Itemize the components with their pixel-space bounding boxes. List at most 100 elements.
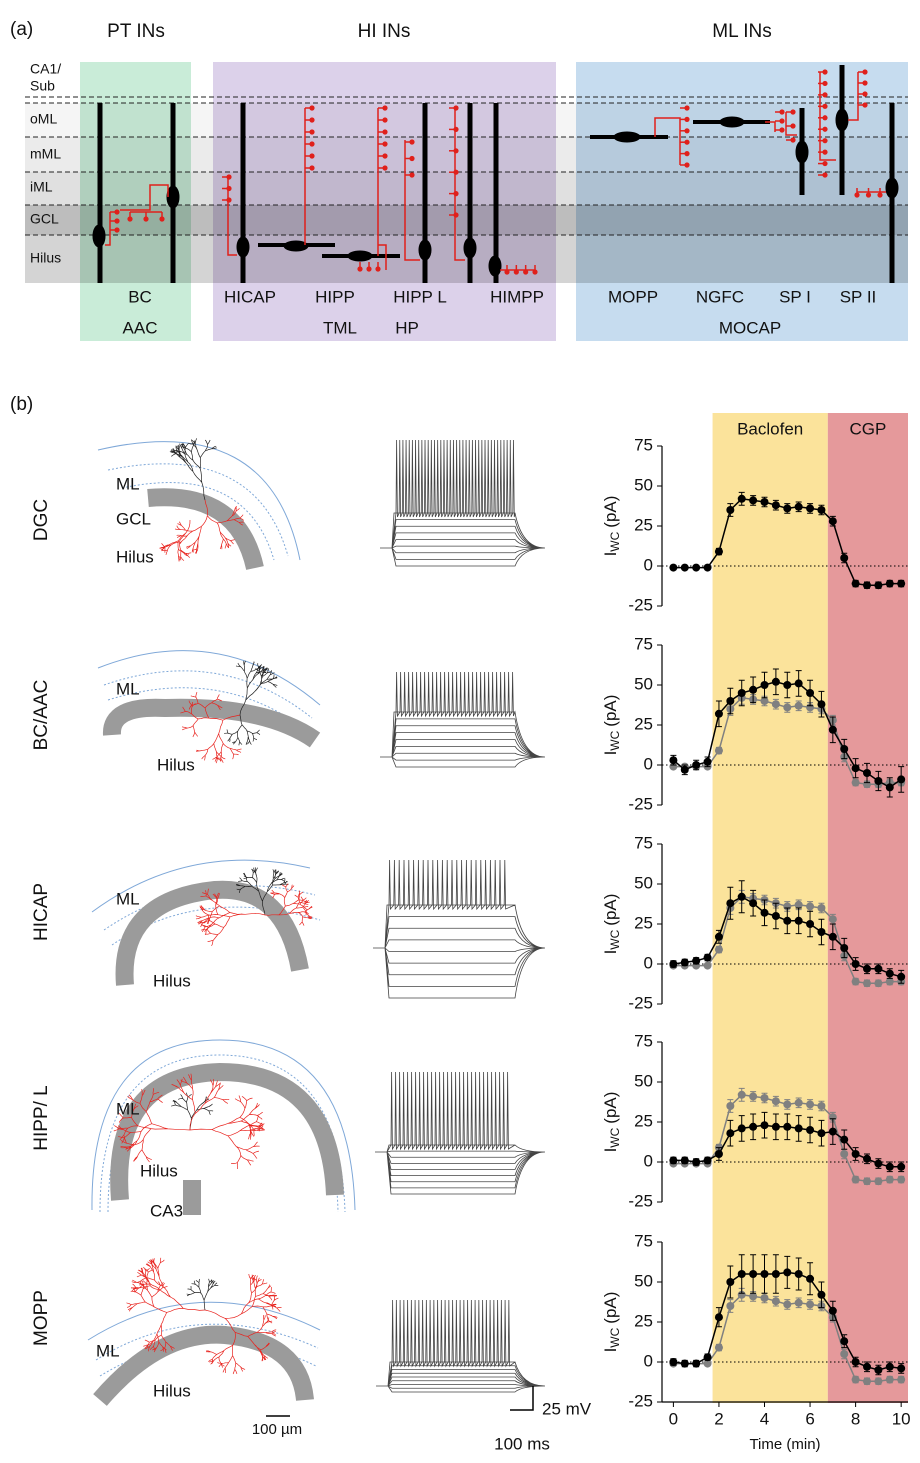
bouton	[382, 165, 387, 170]
data-point	[681, 766, 689, 774]
bouton	[309, 165, 314, 170]
data-point	[692, 957, 700, 965]
y-tick-label: 50	[634, 674, 653, 693]
bouton	[453, 170, 458, 175]
data-point	[692, 761, 700, 769]
region-label: CA3	[150, 1201, 183, 1220]
axon-tree	[205, 1274, 282, 1374]
panel-label: (a)	[10, 19, 33, 40]
layer-label: GCL	[30, 211, 59, 227]
row-label: HICAP	[31, 883, 52, 941]
y-tick-label: 75	[634, 833, 653, 852]
scale-label: 100 µm	[252, 1421, 302, 1438]
soma	[348, 251, 372, 261]
y-tick-label: 0	[644, 953, 653, 972]
data-point	[704, 962, 712, 970]
y-tick-label: 50	[634, 873, 653, 892]
bouton	[409, 172, 414, 177]
data-point	[897, 973, 905, 981]
y-label-subscript: WC	[608, 1127, 622, 1147]
granule-layer	[148, 497, 255, 568]
y-axis-label: IWC(pA)	[601, 894, 622, 955]
region-label: ML	[96, 1341, 120, 1360]
bouton	[684, 128, 689, 133]
data-point	[681, 564, 689, 572]
bouton	[504, 269, 509, 274]
data-point	[761, 1294, 769, 1302]
data-point	[692, 1158, 700, 1166]
data-point	[897, 580, 905, 588]
cell-name: TML	[323, 318, 357, 337]
bouton	[779, 118, 784, 123]
bouton	[453, 191, 458, 196]
data-point	[852, 1150, 860, 1158]
bouton	[866, 192, 871, 197]
data-point	[783, 1100, 791, 1108]
data-point	[795, 679, 803, 687]
bouton	[357, 266, 362, 271]
data-point	[829, 915, 837, 923]
bouton	[532, 269, 537, 274]
granule-layer	[112, 708, 315, 740]
y-tick-label: -25	[628, 1391, 653, 1410]
data-point	[863, 581, 871, 589]
y-axis-label: IWC(pA)	[601, 695, 622, 756]
data-point	[738, 1270, 746, 1278]
data-point	[840, 944, 848, 952]
data-point	[806, 689, 814, 697]
scale-bar	[510, 1386, 533, 1410]
treatment-label: Baclofen	[737, 419, 803, 438]
granule-layer	[100, 1335, 305, 1400]
y-label-subscript: WC	[608, 929, 622, 949]
y-tick-label: 25	[634, 1311, 653, 1330]
data-point	[681, 1360, 689, 1368]
data-point	[863, 1155, 871, 1163]
data-point	[692, 1360, 700, 1368]
data-point	[761, 1094, 769, 1102]
data-point	[829, 1128, 837, 1136]
bouton	[822, 161, 827, 166]
data-point	[829, 726, 837, 734]
y-tick-label: 75	[634, 634, 653, 653]
region-label: Hilus	[153, 971, 191, 990]
y-tick-label: 25	[634, 913, 653, 932]
data-point	[772, 1297, 780, 1305]
bouton	[375, 266, 380, 271]
bouton	[366, 266, 371, 271]
data-point	[772, 1270, 780, 1278]
y-tick-label: 50	[634, 1271, 653, 1290]
data-point	[806, 1126, 814, 1134]
bouton	[822, 172, 827, 177]
data-point	[852, 960, 860, 968]
data-point	[840, 554, 848, 562]
data-point	[738, 1124, 746, 1132]
scale-label: 100 ms	[494, 1434, 550, 1453]
voltage-traces	[380, 672, 545, 767]
y-tick-label: 25	[634, 1111, 653, 1130]
bouton	[822, 81, 827, 86]
data-point	[783, 681, 791, 689]
data-point	[817, 1129, 825, 1137]
x-tick-label: 4	[760, 1409, 769, 1428]
data-point	[726, 506, 734, 514]
bouton	[822, 138, 827, 143]
data-point	[749, 496, 757, 504]
bouton	[409, 139, 414, 144]
data-point	[795, 1124, 803, 1132]
data-point	[726, 1102, 734, 1110]
data-point	[897, 1163, 905, 1171]
y-label-subscript: WC	[608, 531, 622, 551]
cell-name: HIPP	[315, 287, 355, 306]
y-label-subscript: WC	[608, 730, 622, 750]
y-axis-label: IWC(pA)	[601, 1092, 622, 1153]
layer-label: oML	[30, 111, 57, 127]
soma	[886, 178, 898, 198]
data-point	[772, 501, 780, 509]
bouton	[453, 148, 458, 153]
data-point	[795, 917, 803, 925]
y-label-subscript: WC	[608, 1327, 622, 1347]
y-tick-label: 0	[644, 555, 653, 574]
data-point	[783, 703, 791, 711]
data-point	[874, 1177, 882, 1185]
bouton	[684, 117, 689, 122]
